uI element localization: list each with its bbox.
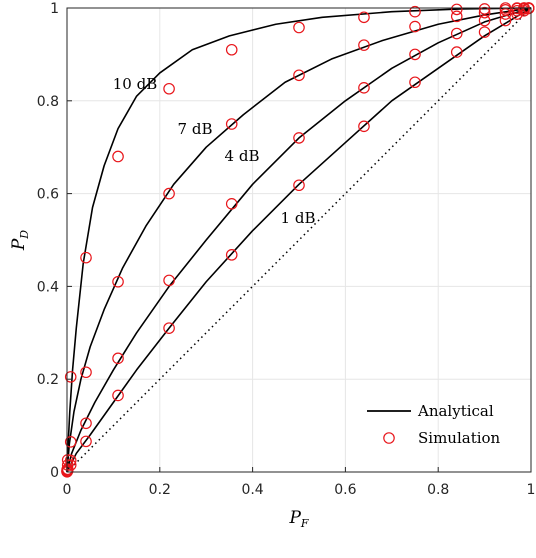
plot-frame bbox=[66, 7, 532, 473]
simulation-point bbox=[409, 48, 421, 61]
simulation-point bbox=[80, 417, 92, 430]
y-tick-label: 0.6 bbox=[37, 187, 59, 203]
simulation-point bbox=[225, 198, 238, 210]
simulation-point bbox=[163, 322, 175, 334]
y-tick-label: 0.2 bbox=[37, 372, 59, 388]
simulation-point bbox=[409, 76, 421, 89]
simulation-point bbox=[450, 3, 463, 16]
x-tick-label: 0.6 bbox=[334, 482, 356, 498]
simulation-point bbox=[64, 436, 77, 448]
simulation-point bbox=[112, 275, 124, 288]
simulation-point bbox=[358, 120, 370, 133]
axis-labels: PF PD bbox=[9, 230, 309, 530]
simulation-point bbox=[163, 187, 175, 200]
simulation-point bbox=[64, 454, 77, 467]
axis-ticks: 0 0.2 0.4 0.6 0.8 1 0 0.2 0.4 0.6 0.8 1 bbox=[37, 1, 536, 498]
simulation-point bbox=[358, 11, 370, 24]
simulation-point bbox=[293, 21, 305, 34]
simulation-point bbox=[163, 274, 175, 287]
simulation-markers bbox=[61, 2, 535, 478]
x-tick-label: 0.4 bbox=[241, 482, 263, 498]
curve-annotation: 4 dB bbox=[225, 147, 260, 165]
simulation-point bbox=[478, 26, 491, 38]
x-tick-label: 0 bbox=[63, 482, 72, 498]
simulation-point bbox=[478, 6, 491, 19]
analytical-curve-1-db bbox=[66, 7, 532, 473]
x-tick-label: 1 bbox=[527, 482, 536, 498]
legend-simulation-swatch bbox=[383, 432, 395, 444]
analytical-curves bbox=[66, 7, 532, 473]
y-tick-label: 0 bbox=[50, 465, 59, 481]
curve-annotations: 10 dB 7 dB 4 dB 1 dB bbox=[113, 75, 316, 227]
curve-annotation: 10 dB bbox=[113, 75, 157, 93]
curve-annotation: 7 dB bbox=[178, 120, 213, 138]
y-tick-label: 0.4 bbox=[37, 279, 59, 295]
simulation-point bbox=[499, 14, 512, 27]
simulation-point bbox=[64, 371, 77, 383]
simulation-point bbox=[163, 82, 175, 95]
legend: Analytical Simulation bbox=[367, 402, 501, 447]
curve-annotation: 1 dB bbox=[281, 209, 316, 227]
simulation-point bbox=[478, 14, 491, 27]
simulation-point bbox=[511, 4, 523, 17]
x-tick-label: 0.8 bbox=[427, 482, 449, 498]
y-tick-label: 0.8 bbox=[37, 94, 59, 110]
simulation-point bbox=[450, 46, 463, 58]
simulation-point bbox=[293, 132, 305, 144]
analytical-curve-7-db bbox=[66, 7, 532, 473]
analytical-curve-4-db bbox=[66, 7, 532, 473]
simulation-point bbox=[80, 435, 92, 448]
simulation-point bbox=[409, 5, 421, 18]
simulation-point bbox=[80, 251, 92, 264]
x-tick-label: 0.2 bbox=[149, 482, 171, 498]
simulation-point bbox=[112, 150, 124, 163]
simulation-point bbox=[511, 8, 523, 20]
simulation-point bbox=[225, 43, 238, 56]
legend-analytical-label: Analytical bbox=[417, 402, 494, 420]
simulation-point bbox=[293, 179, 305, 192]
simulation-point bbox=[478, 3, 491, 15]
simulation-point bbox=[499, 8, 512, 20]
simulation-point bbox=[450, 27, 463, 40]
y-tick-label: 1 bbox=[50, 1, 59, 17]
simulation-point bbox=[64, 459, 77, 471]
simulation-point bbox=[112, 389, 124, 402]
x-axis-label: PF bbox=[288, 508, 308, 530]
analytical-curve-10-db bbox=[66, 7, 532, 473]
simulation-point bbox=[225, 249, 238, 261]
simulation-point bbox=[293, 69, 305, 82]
simulation-point bbox=[450, 10, 463, 23]
roc-chart: 0 0.2 0.4 0.6 0.8 1 0 0.2 0.4 0.6 0.8 1 10 dB 7 dB 4 … bbox=[9, 1, 536, 530]
simulation-point bbox=[112, 352, 124, 365]
legend-simulation-label: Simulation bbox=[418, 429, 501, 447]
simulation-point bbox=[358, 39, 370, 51]
y-axis-label: PD bbox=[9, 230, 31, 251]
simulation-point bbox=[409, 20, 421, 33]
simulation-point bbox=[80, 366, 92, 379]
simulation-point bbox=[61, 464, 74, 477]
simulation-point bbox=[358, 82, 370, 94]
simulation-point bbox=[225, 118, 238, 130]
